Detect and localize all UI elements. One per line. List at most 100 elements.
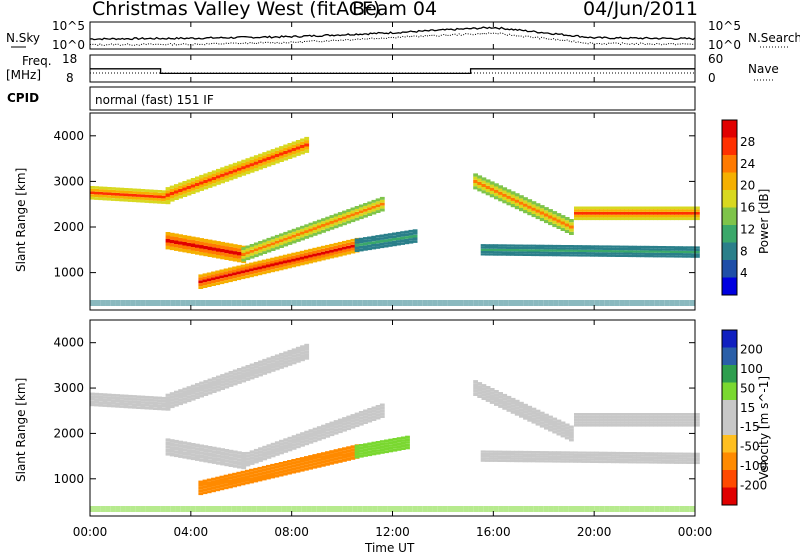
- heatmap-cell: [481, 384, 487, 388]
- heatmap-cell: [253, 161, 259, 165]
- heatmap-cell: [383, 244, 389, 248]
- heatmap-cell: [644, 506, 650, 512]
- heatmap-cell: [556, 213, 562, 217]
- heatmap-cell: [337, 448, 343, 452]
- heatmap-cell: [560, 221, 566, 225]
- heatmap-cell: [350, 207, 356, 211]
- heatmap-cell: [94, 186, 99, 189]
- heatmap-cell: [240, 270, 246, 274]
- heatmap-cell: [664, 300, 670, 306]
- heatmap-cell: [211, 453, 217, 457]
- heatmap-cell: [574, 212, 579, 215]
- heatmap-cell: [223, 268, 229, 272]
- heatmap-cell: [510, 453, 515, 456]
- heatmap-cell: [493, 506, 499, 512]
- heatmap-cell: [174, 443, 179, 447]
- heatmap-cell: [308, 432, 314, 435]
- heatmap-cell: [178, 234, 183, 238]
- heatmap-cell: [295, 442, 301, 446]
- heatmap-cell: [195, 386, 200, 390]
- heatmap-cell: [552, 217, 558, 221]
- heatmap-cell: [312, 256, 318, 260]
- heatmap-cell: [295, 458, 301, 461]
- heatmap-cell: [526, 457, 532, 460]
- heatmap-cell: [316, 258, 322, 262]
- heatmap-cell: [316, 300, 322, 306]
- heatmap-cell: [598, 252, 604, 255]
- heatmap-cell: [299, 457, 305, 460]
- heatmap-cell: [611, 451, 616, 455]
- heatmap-cell: [119, 195, 125, 199]
- heatmap-cell: [308, 463, 313, 467]
- heatmap-cell: [484, 248, 490, 251]
- heatmap-cell: [615, 245, 620, 248]
- heatmap-cell: [266, 264, 271, 268]
- heatmap-cell: [249, 246, 255, 250]
- heatmap-cell: [375, 441, 381, 444]
- heatmap-cell: [564, 451, 570, 454]
- heatmap-cell: [648, 248, 654, 251]
- heatmap-cell: [232, 481, 237, 485]
- heatmap-cell: [253, 158, 259, 162]
- heatmap-cell: [489, 244, 494, 247]
- heatmap-cell: [320, 245, 326, 249]
- heatmap-cell: [489, 187, 495, 191]
- heatmap-cell: [661, 250, 667, 253]
- heatmap-cell: [258, 156, 263, 161]
- heatmap-cell: [569, 451, 574, 454]
- heatmap-cell: [564, 458, 570, 461]
- heatmap-cell: [679, 300, 685, 306]
- heatmap-cell: [175, 300, 181, 306]
- heatmap-cell: [586, 421, 592, 424]
- heatmap-cell: [127, 193, 133, 197]
- heatmap-cell: [632, 245, 637, 248]
- heatmap-cell: [127, 405, 133, 409]
- heatmap-cell: [161, 198, 167, 202]
- heatmap-cell: [174, 397, 179, 401]
- heatmap-cell: [241, 166, 247, 170]
- heatmap-cell: [644, 452, 650, 455]
- heatmap-cell: [670, 418, 675, 422]
- heatmap-cell: [274, 147, 280, 151]
- heatmap-cell: [216, 378, 221, 382]
- x-tick-label: 16:00: [476, 525, 511, 539]
- heatmap-cell: [607, 413, 613, 416]
- heatmap-cell: [494, 192, 499, 197]
- heatmap-cell: [157, 402, 162, 405]
- heatmap-cell: [220, 241, 225, 246]
- heatmap-cell: [560, 424, 566, 428]
- heatmap-cell: [603, 206, 608, 210]
- heatmap-cell: [392, 300, 398, 306]
- heatmap-cell: [325, 228, 331, 232]
- heatmap-cell: [523, 197, 528, 201]
- heatmap-cell: [266, 240, 272, 244]
- heatmap-cell: [636, 415, 642, 419]
- heatmap-cell: [506, 408, 512, 412]
- heatmap-cell: [649, 206, 654, 210]
- heatmap-cell: [337, 220, 343, 224]
- heatmap-cell: [274, 444, 280, 448]
- heatmap-cell: [325, 256, 330, 260]
- heatmap-cell: [363, 451, 368, 455]
- heatmap-cell: [224, 459, 230, 463]
- heatmap-cell: [228, 170, 234, 174]
- heatmap-cell: [493, 244, 499, 247]
- heatmap-cell: [531, 414, 537, 418]
- heatmap-cell: [556, 432, 562, 436]
- heatmap-cell: [669, 246, 675, 249]
- heatmap-cell: [350, 216, 356, 220]
- heatmap-cell: [102, 401, 108, 405]
- heatmap-cell: [505, 244, 511, 247]
- heatmap-cell: [333, 219, 339, 223]
- heatmap-cell: [544, 420, 549, 424]
- heatmap-cell: [333, 216, 339, 220]
- heatmap-cell: [178, 398, 183, 402]
- heatmap-cell: [615, 451, 620, 455]
- colorbar-tick-label: 16: [740, 201, 755, 215]
- heatmap-cell: [498, 185, 503, 189]
- heatmap-cell: [228, 377, 234, 381]
- heatmap-cell: [207, 184, 213, 188]
- heatmap-cell: [590, 209, 596, 212]
- heatmap-cell: [274, 157, 280, 161]
- heatmap-cell: [325, 457, 330, 460]
